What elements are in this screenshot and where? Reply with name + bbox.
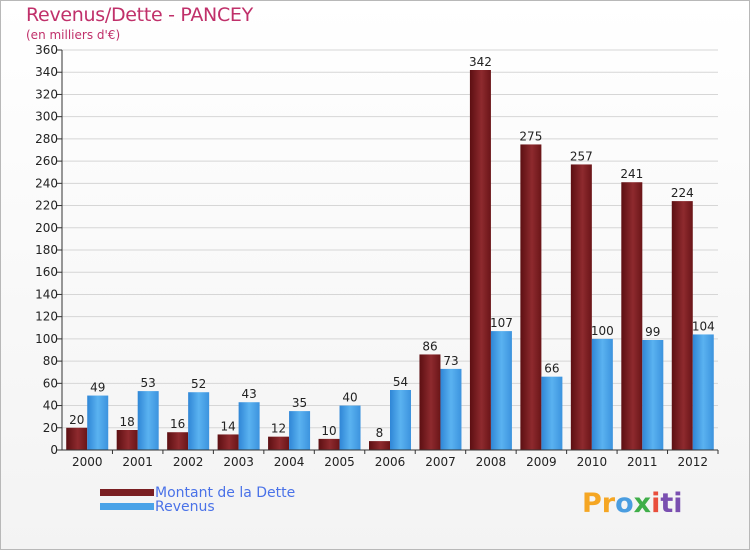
y-tick-label: 20	[43, 421, 58, 435]
y-tick-label: 300	[35, 110, 58, 124]
y-tick-label: 140	[35, 287, 58, 301]
data-label-revenus-2007: 73	[443, 354, 458, 368]
y-tick-label: 240	[35, 176, 58, 190]
y-tick-label: 100	[35, 332, 58, 346]
bar-revenus-2001	[137, 391, 159, 450]
bar-revenus-2010	[591, 338, 613, 450]
data-label-revenus-2005: 40	[342, 391, 357, 405]
y-tick-label: 200	[35, 221, 58, 235]
x-tick-label: 2002	[173, 455, 204, 469]
legend-label-dette: Montant de la Dette	[155, 485, 296, 501]
bar-dette-2008	[469, 70, 491, 450]
data-label-revenus-2004: 35	[292, 396, 307, 410]
legend-swatch-dette	[100, 489, 154, 496]
data-label-dette-2010: 257	[570, 149, 593, 163]
data-label-revenus-2009: 66	[544, 362, 559, 376]
bar-dette-2004	[268, 436, 290, 450]
x-tick-label: 2000	[72, 455, 103, 469]
bar-dette-2012	[671, 201, 693, 450]
x-tick-label: 2004	[274, 455, 305, 469]
x-tick-label: 2009	[526, 455, 557, 469]
data-label-revenus-2002: 52	[191, 377, 206, 391]
data-label-revenus-2008: 107	[490, 316, 513, 330]
data-label-dette-2008: 342	[469, 55, 492, 69]
y-tick-label: 340	[35, 65, 58, 79]
data-label-dette-2004: 12	[271, 422, 286, 436]
y-tick-label: 260	[35, 154, 58, 168]
bar-revenus-2007	[440, 368, 462, 450]
data-label-dette-2007: 86	[422, 339, 437, 353]
x-tick-label: 2010	[577, 455, 608, 469]
bar-dette-2005	[318, 438, 340, 450]
x-tick-label: 2008	[476, 455, 507, 469]
data-label-revenus-2010: 100	[591, 324, 614, 338]
legend-label-revenus: Revenus	[155, 499, 215, 515]
bar-dette-2007	[419, 354, 441, 450]
y-tick-label: 160	[35, 265, 58, 279]
bar-dette-2002	[167, 432, 189, 450]
data-label-dette-2005: 10	[321, 424, 336, 438]
bar-revenus-2004	[289, 411, 311, 450]
bar-revenus-2000	[87, 395, 109, 450]
y-tick-label: 40	[43, 399, 58, 413]
data-label-revenus-2003: 43	[241, 387, 256, 401]
y-tick-label: 320	[35, 87, 58, 101]
data-label-revenus-2000: 49	[90, 381, 105, 395]
y-tick-label: 80	[43, 354, 58, 368]
bar-dette-2011	[621, 182, 643, 450]
data-label-dette-2002: 16	[170, 417, 185, 431]
bar-dette-2003	[217, 434, 239, 450]
y-tick-label: 0	[50, 443, 58, 457]
chart-title: Revenus/Dette - PANCEY	[26, 4, 253, 26]
y-tick-label: 120	[35, 310, 58, 324]
bar-dette-2000	[66, 427, 88, 450]
x-tick-label: 2003	[223, 455, 254, 469]
data-label-revenus-2001: 53	[141, 376, 156, 390]
y-tick-label: 220	[35, 199, 58, 213]
data-label-dette-2006: 8	[376, 426, 384, 440]
x-tick-label: 2001	[122, 455, 153, 469]
bar-revenus-2003	[238, 402, 260, 450]
bar-dette-2001	[116, 430, 138, 450]
bar-revenus-2009	[541, 376, 563, 450]
bar-revenus-2006	[390, 390, 411, 450]
bar-revenus-2005	[339, 405, 361, 450]
bar-dette-2010	[570, 164, 592, 450]
x-tick-label: 2007	[425, 455, 456, 469]
y-tick-label: 60	[43, 376, 58, 390]
x-tick-label: 2005	[324, 455, 355, 469]
bar-revenus-2012	[692, 334, 714, 450]
data-label-dette-2009: 275	[519, 129, 542, 143]
bar-revenus-2008	[490, 331, 512, 450]
data-label-dette-2011: 241	[620, 167, 643, 181]
bar-revenus-2002	[188, 392, 210, 450]
y-tick-label: 280	[35, 132, 58, 146]
y-tick-label: 180	[35, 243, 58, 257]
bar-revenus-2011	[642, 340, 664, 450]
data-label-revenus-2006: 54	[393, 375, 408, 389]
x-tick-label: 2012	[677, 455, 708, 469]
data-label-dette-2003: 14	[220, 419, 235, 433]
bar-dette-2009	[520, 144, 542, 450]
proxiti-logo: Proxiti	[582, 488, 683, 519]
data-label-dette-2012: 224	[671, 186, 694, 200]
data-label-dette-2000: 20	[69, 413, 84, 427]
data-label-dette-2001: 18	[120, 415, 135, 429]
x-tick-label: 2006	[375, 455, 406, 469]
chart-subtitle: (en milliers d'€)	[26, 28, 121, 42]
legend-swatch-revenus	[100, 503, 154, 510]
x-tick-label: 2011	[627, 455, 658, 469]
y-tick-label: 360	[35, 43, 58, 57]
data-label-revenus-2012: 104	[692, 319, 715, 333]
data-label-revenus-2011: 99	[645, 325, 660, 339]
bar-dette-2006	[369, 441, 390, 450]
